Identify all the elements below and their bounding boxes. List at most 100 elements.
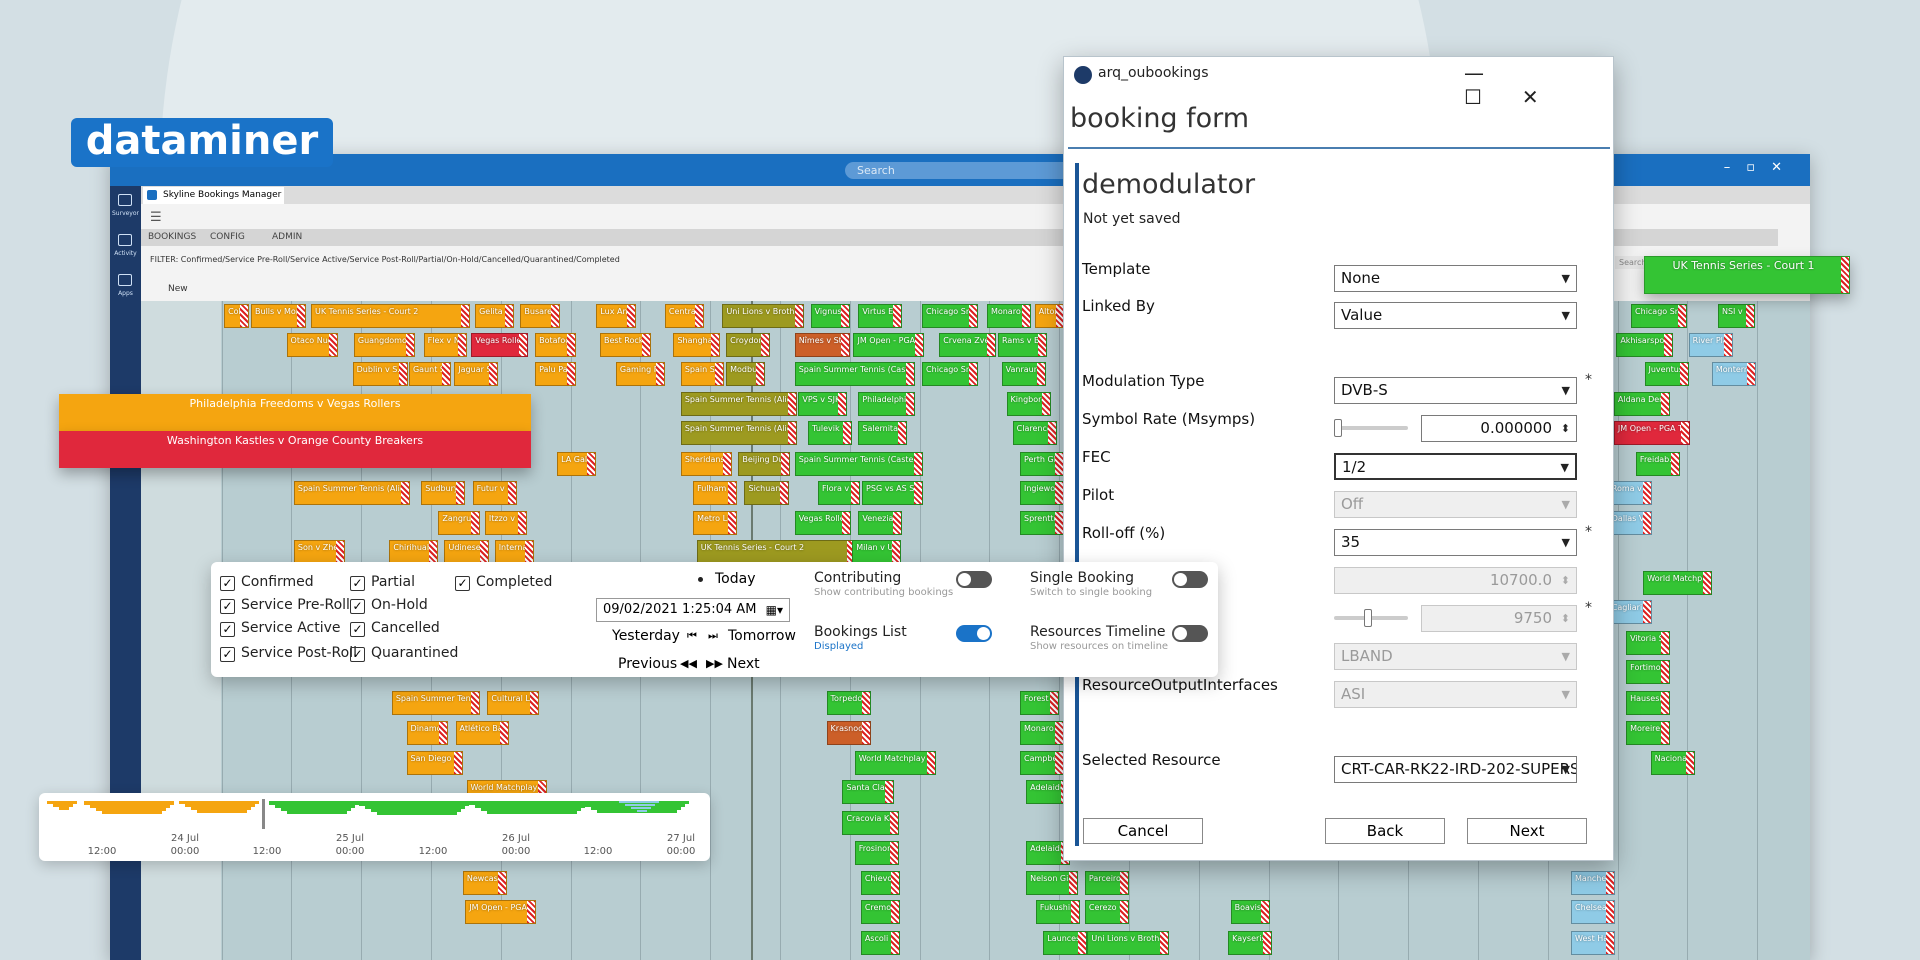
- field-control[interactable]: 1/2 ▼: [1334, 453, 1577, 480]
- nav-next[interactable]: Next: [727, 656, 760, 672]
- sidebar-label[interactable]: Surveyor: [111, 210, 139, 217]
- booking-block[interactable]: Moreiren...: [1626, 721, 1671, 746]
- booking-block[interactable]: Launcest...: [1043, 930, 1088, 955]
- booking-block[interactable]: Ascoli v P...: [860, 930, 900, 955]
- booking-block[interactable]: Vignus v...: [810, 303, 850, 328]
- booking-block[interactable]: Salernita...: [858, 421, 908, 446]
- checkbox[interactable]: ✓: [455, 576, 470, 591]
- booking-block[interactable]: Forest At...: [1020, 690, 1060, 715]
- booking-block[interactable]: Chicago Smas...: [922, 362, 979, 387]
- booking-block[interactable]: Cultural Leon...: [487, 690, 539, 715]
- booking-block[interactable]: Udinese v...: [444, 540, 489, 564]
- field-control[interactable]: CRT-CAR-RK22-IRD-202-SUPERSF ▼: [1334, 756, 1577, 783]
- booking-block[interactable]: Internaci...: [494, 540, 534, 564]
- booking-block[interactable]: Nelson Gia...: [1026, 870, 1078, 895]
- today-link[interactable]: Today: [715, 571, 756, 587]
- booking-block[interactable]: Freidab...: [1635, 451, 1680, 476]
- booking-block[interactable]: Gaunt S...: [408, 362, 451, 387]
- booking-block[interactable]: Futur v F...: [472, 481, 517, 506]
- booking-block[interactable]: Dublin v S...: [352, 362, 408, 387]
- booking-block[interactable]: Adelaide...: [1026, 780, 1071, 804]
- booking-block[interactable]: Frosinone...: [854, 841, 899, 866]
- floating-booking[interactable]: Philadelphia Freedoms v Vegas Rollers: [59, 394, 531, 431]
- menu-item[interactable]: CONFIG: [210, 232, 245, 242]
- booking-block[interactable]: Nîmes v Stra...: [794, 333, 850, 358]
- field-control[interactable]: 0.000000 ⬍: [1421, 415, 1577, 442]
- booking-block[interactable]: Rams v Bulls: [997, 333, 1047, 358]
- booking-block[interactable]: Otaco Nug...: [286, 333, 338, 358]
- booking-block[interactable]: Vegas Rollers...: [471, 333, 528, 358]
- booking-block[interactable]: Roma v Fu...: [1607, 481, 1652, 506]
- booking-block[interactable]: Croydon...: [726, 333, 771, 358]
- checkbox[interactable]: ✓: [350, 576, 365, 591]
- floating-booking[interactable]: UK Tennis Series - Court 1: [1644, 256, 1850, 294]
- booking-block[interactable]: Spain Summer Tennis (Alicant...: [680, 391, 798, 416]
- booking-block[interactable]: Sprentto...: [1020, 510, 1065, 535]
- booking-block[interactable]: Lux Ang...: [596, 303, 636, 328]
- booking-block[interactable]: Tulevik v...: [808, 421, 853, 446]
- tab[interactable]: Skyline Bookings Manager: [143, 187, 284, 204]
- booking-block[interactable]: Gaming Fill...: [615, 362, 665, 387]
- booking-block[interactable]: LA Galax...: [557, 451, 597, 476]
- booking-block[interactable]: Altona: [1034, 303, 1066, 328]
- checkbox[interactable]: ✓: [220, 576, 235, 591]
- dialog-button[interactable]: Back: [1325, 818, 1445, 844]
- slider-thumb[interactable]: [1334, 419, 1342, 437]
- booking-block[interactable]: Sheridans...: [680, 451, 733, 476]
- new-button[interactable]: New: [168, 284, 188, 294]
- hamburger[interactable]: ☰: [150, 210, 162, 225]
- nav-previous[interactable]: Previous: [618, 656, 678, 672]
- checkbox[interactable]: ✓: [220, 599, 235, 614]
- booking-block[interactable]: Itzzo v Co...: [484, 510, 527, 535]
- field-control[interactable]: DVB-S ▼: [1334, 377, 1577, 404]
- booking-block[interactable]: Palu Paulo...: [535, 362, 576, 387]
- toggle-switch[interactable]: [1172, 571, 1208, 588]
- booking-block[interactable]: World Matchplay: [1643, 570, 1712, 595]
- booking-block[interactable]: Metro Lia...: [693, 510, 738, 535]
- booking-block[interactable]: Chirihuaha...: [389, 540, 439, 564]
- booking-block[interactable]: NSI v Kl...: [1717, 303, 1755, 328]
- dialog-button[interactable]: Cancel: [1083, 818, 1203, 844]
- booking-block[interactable]: Zangru v...: [438, 510, 480, 535]
- booking-block[interactable]: Chievo v...: [860, 870, 900, 895]
- checkbox[interactable]: ✓: [220, 622, 235, 637]
- booking-block[interactable]: Milan v U...: [852, 540, 902, 564]
- booking-block[interactable]: Nacional...: [1650, 750, 1695, 775]
- booking-block[interactable]: Uni Lions v Brother E...: [722, 303, 805, 328]
- booking-block[interactable]: Spain Summer Tennis (Alicant...: [293, 481, 411, 506]
- booking-block[interactable]: Best Rocket...: [600, 333, 652, 358]
- booking-block[interactable]: Sichuan v...: [744, 481, 789, 506]
- booking-block[interactable]: Cerezo O...: [1084, 900, 1129, 924]
- booking-block[interactable]: Bulls v Mon...: [251, 303, 307, 328]
- booking-block[interactable]: Vanraure...: [1001, 362, 1046, 387]
- menu-item[interactable]: ADMIN: [272, 232, 303, 242]
- booking-block[interactable]: Modbury...: [726, 362, 766, 387]
- booking-block[interactable]: Son v Zhejo...: [293, 540, 346, 564]
- booking-block[interactable]: Dallas Ve...: [1607, 510, 1652, 535]
- booking-block[interactable]: Boavista...: [1230, 900, 1270, 924]
- booking-block[interactable]: World Matchplay: [854, 750, 936, 775]
- menu-item[interactable]: BOOKINGS: [148, 232, 197, 242]
- booking-block[interactable]: Busarella...: [520, 303, 560, 328]
- booking-block[interactable]: Guangdomo...: [353, 333, 416, 358]
- booking-block[interactable]: Jaguar Sp...: [454, 362, 499, 387]
- booking-block[interactable]: Clarence...: [1012, 421, 1057, 446]
- field-control[interactable]: 35 ▼: [1334, 529, 1577, 556]
- booking-block[interactable]: Gelita v...: [475, 303, 515, 328]
- nav-tomorrow[interactable]: Tomorrow: [728, 628, 796, 644]
- booking-block[interactable]: Manchest...: [1571, 870, 1616, 895]
- nav-yesterday[interactable]: Yesterday: [612, 628, 680, 644]
- checkbox[interactable]: ✓: [220, 647, 235, 662]
- booking-block[interactable]: Monaro P...: [986, 303, 1032, 328]
- dialog-button[interactable]: Next: [1467, 818, 1587, 844]
- sidebar-label[interactable]: Apps: [118, 290, 133, 297]
- booking-block[interactable]: Sudbury v...: [421, 481, 466, 506]
- booking-block[interactable]: Krasnodar...: [826, 721, 871, 746]
- booking-block[interactable]: Hausesu...: [1626, 690, 1671, 715]
- booking-block[interactable]: Kayserisp...: [1228, 930, 1273, 955]
- booking-block[interactable]: Uni Lions v Brother E...: [1087, 930, 1170, 955]
- booking-block[interactable]: JM Open - PGA To...: [465, 900, 537, 924]
- field-control[interactable]: Value ▼: [1334, 302, 1577, 329]
- booking-block[interactable]: River Plat...: [1688, 333, 1733, 358]
- booking-block[interactable]: Juventus...: [1644, 362, 1689, 387]
